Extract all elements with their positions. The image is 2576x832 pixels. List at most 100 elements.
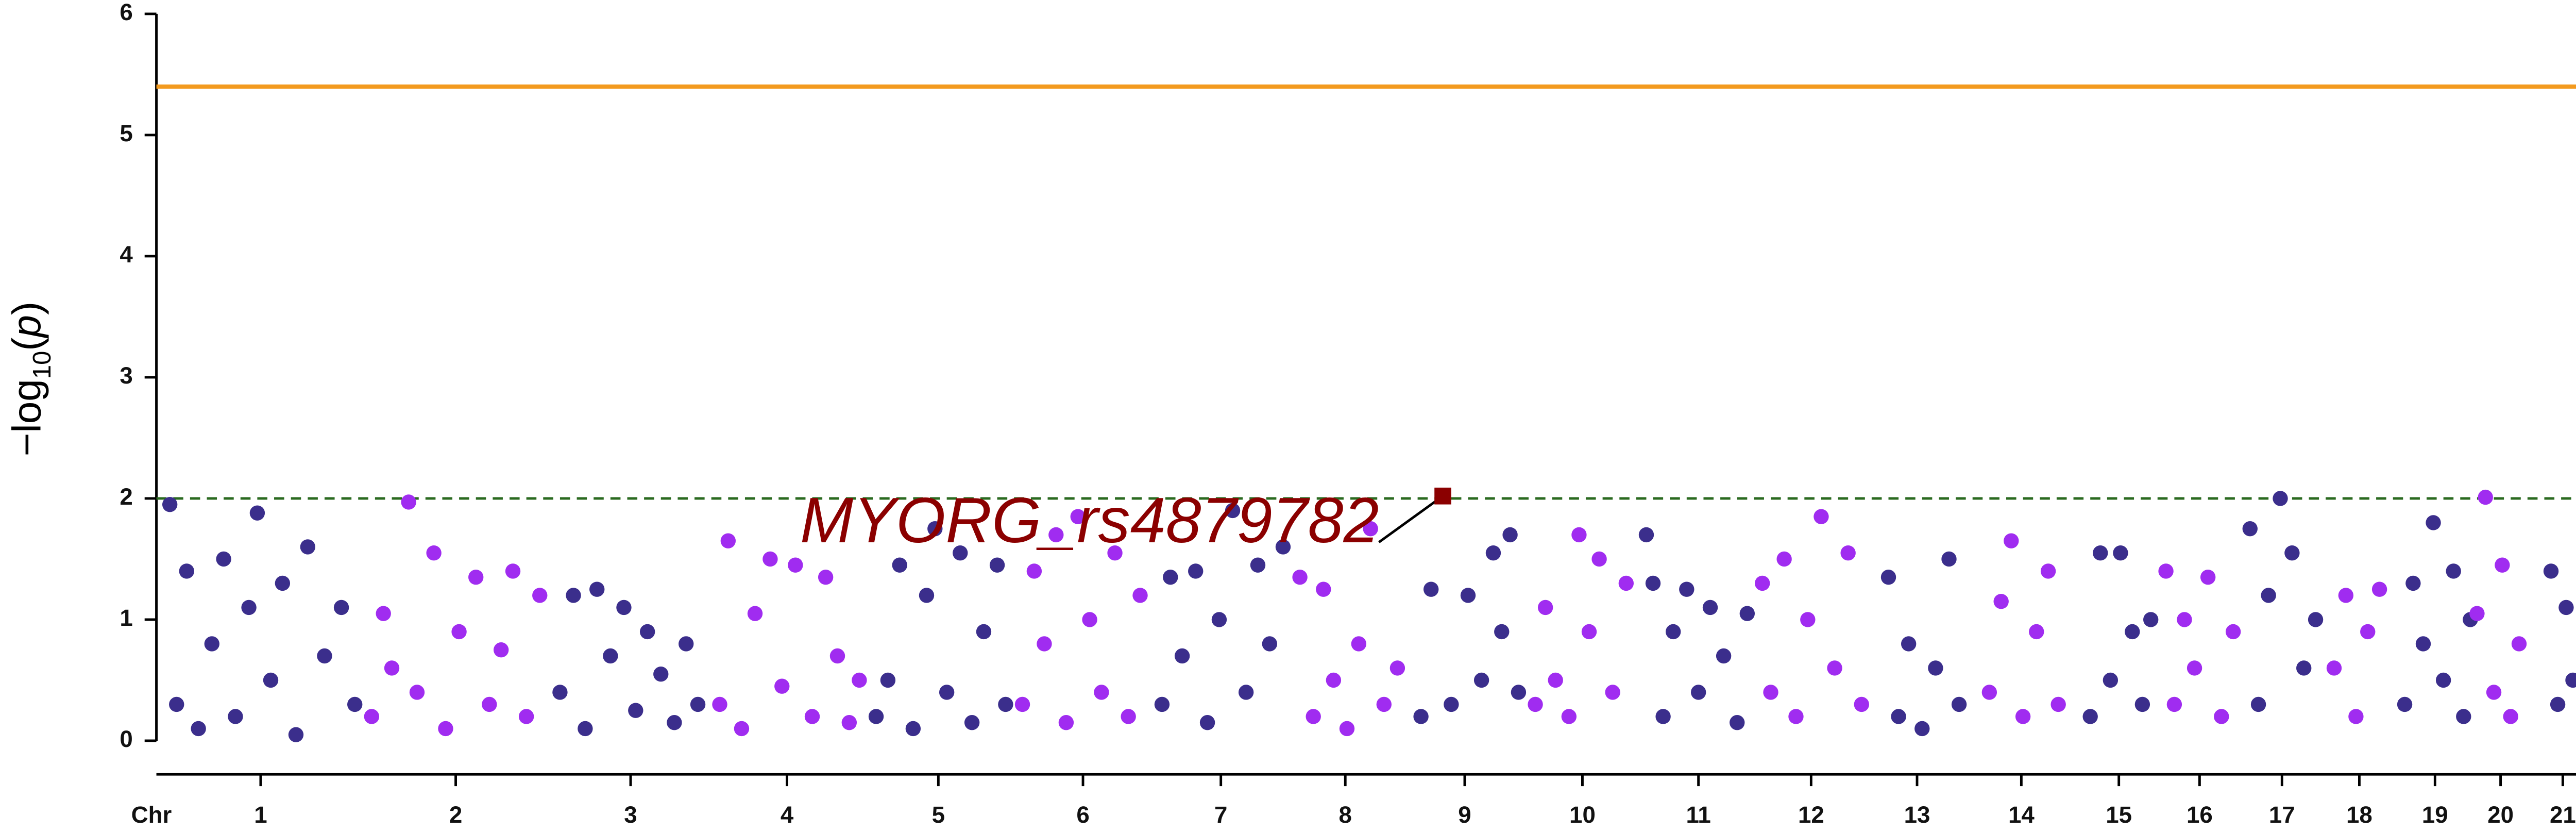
point xyxy=(1511,685,1527,700)
point xyxy=(2261,588,2276,603)
point xyxy=(552,685,568,700)
point xyxy=(1645,575,1661,591)
point xyxy=(2446,563,2461,579)
point xyxy=(653,667,669,682)
x-tick-label: 15 xyxy=(2106,802,2132,828)
point xyxy=(788,557,803,573)
point xyxy=(2093,545,2108,561)
point xyxy=(2469,606,2485,621)
point xyxy=(1788,709,1804,724)
point xyxy=(1571,527,1587,543)
point xyxy=(169,696,184,712)
point xyxy=(1238,685,1254,700)
point xyxy=(241,600,257,615)
point xyxy=(1605,685,1620,700)
point xyxy=(376,606,391,621)
point xyxy=(1891,709,1906,724)
point xyxy=(1326,672,1342,688)
y-label-open: ( xyxy=(4,338,49,351)
x-tick-label: 6 xyxy=(1076,802,1089,828)
point xyxy=(1199,715,1215,730)
x-tick-label: 12 xyxy=(1798,802,1824,828)
x-tick-label: 20 xyxy=(2487,802,2514,828)
point xyxy=(818,570,834,585)
x-tick-label: 10 xyxy=(1569,802,1596,828)
x-tick-label: 4 xyxy=(781,802,794,828)
point xyxy=(1494,624,1510,640)
x-tick-label: 18 xyxy=(2346,802,2372,828)
point xyxy=(578,721,593,737)
point xyxy=(989,557,1005,573)
point xyxy=(1561,709,1577,724)
point xyxy=(1473,672,1489,688)
point xyxy=(1928,660,1943,676)
point xyxy=(905,721,921,737)
point xyxy=(2015,709,2031,724)
point xyxy=(2397,696,2413,712)
point xyxy=(1306,709,1321,724)
point xyxy=(1702,600,1718,615)
point xyxy=(333,600,349,615)
point xyxy=(2158,563,2174,579)
point xyxy=(2004,533,2019,548)
point xyxy=(1666,624,1681,640)
point xyxy=(1174,648,1190,664)
point xyxy=(603,648,618,664)
point xyxy=(2273,491,2288,506)
point xyxy=(482,696,497,712)
point xyxy=(1581,624,1597,640)
y-tick-label: 1 xyxy=(120,605,132,631)
point xyxy=(1262,636,1278,652)
point xyxy=(734,721,750,737)
point xyxy=(1914,721,1930,737)
point xyxy=(616,600,632,615)
point xyxy=(1993,594,2009,609)
point xyxy=(2558,600,2574,615)
point xyxy=(191,721,206,737)
point xyxy=(1188,563,1204,579)
point xyxy=(2338,588,2354,603)
point xyxy=(927,521,943,537)
x-tick-label: 21 xyxy=(2550,802,2576,828)
x-tick-label: 17 xyxy=(2269,802,2295,828)
point xyxy=(892,557,907,573)
point xyxy=(228,709,243,724)
point xyxy=(1316,581,1331,597)
point xyxy=(1292,570,1308,585)
point xyxy=(364,709,380,724)
point xyxy=(1094,685,1109,700)
point xyxy=(300,539,316,555)
point xyxy=(1800,612,1816,627)
point xyxy=(451,624,467,640)
point xyxy=(384,660,400,676)
point xyxy=(2284,545,2300,561)
point xyxy=(2103,672,2119,688)
point xyxy=(1154,696,1170,712)
y-tick-label: 5 xyxy=(120,120,132,146)
point xyxy=(1423,581,1439,597)
point xyxy=(829,648,845,664)
point xyxy=(1716,648,1732,664)
point xyxy=(868,709,884,724)
point xyxy=(1275,539,1291,555)
point xyxy=(347,696,363,712)
point xyxy=(2040,563,2056,579)
point xyxy=(2250,696,2266,712)
point xyxy=(275,575,291,591)
x-tick-label: 11 xyxy=(1686,802,1711,828)
point xyxy=(720,533,736,548)
point xyxy=(2486,685,2502,700)
y-label-var: p xyxy=(4,315,49,339)
point xyxy=(2242,521,2258,537)
point xyxy=(762,551,778,567)
point xyxy=(2143,612,2159,627)
point xyxy=(2166,696,2182,712)
x-tick-label: 5 xyxy=(932,802,945,828)
point xyxy=(493,642,509,658)
point xyxy=(216,551,231,567)
point xyxy=(1376,696,1392,712)
point xyxy=(1776,551,1792,567)
point xyxy=(2405,575,2421,591)
x-tick-label: 7 xyxy=(1214,802,1227,828)
point xyxy=(1951,696,1967,712)
